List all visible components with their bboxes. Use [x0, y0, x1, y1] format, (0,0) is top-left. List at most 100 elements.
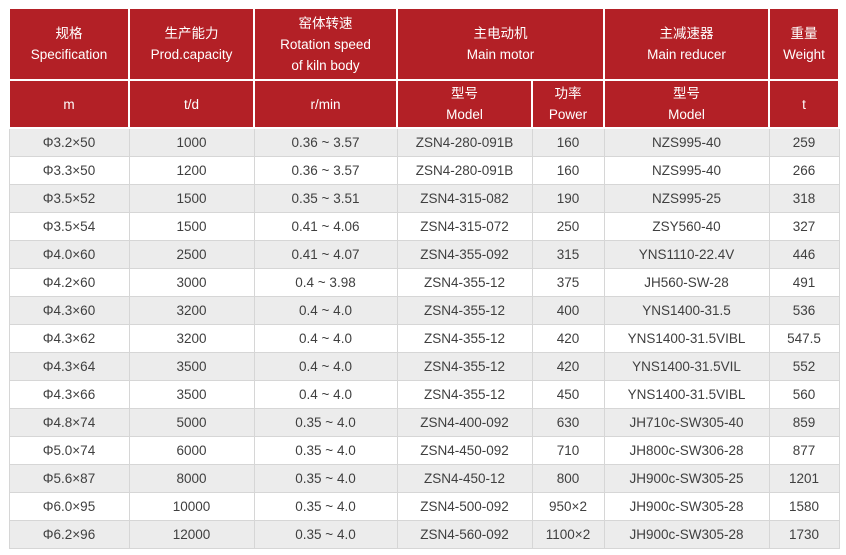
cell-reducer-model: JH900c-SW305-25	[603, 463, 770, 493]
cell-capacity: 3200	[128, 295, 255, 325]
header-weight: 重量 Weight	[768, 7, 840, 81]
cell-rotation-speed: 0.4 ~ 4.0	[253, 323, 398, 353]
cell-rotation-speed: 0.35 ~ 3.51	[253, 183, 398, 213]
cell-motor-model: ZSN4-355-12	[396, 267, 533, 297]
cell-specification: Φ4.8×74	[8, 407, 130, 437]
cell-rotation-speed: 0.4 ~ 4.0	[253, 379, 398, 409]
table-row: Φ6.2×96 12000 0.35 ~ 4.0 ZSN4-560-092 11…	[8, 519, 840, 549]
cell-reducer-model: JH710c-SW305-40	[603, 407, 770, 437]
cell-motor-power: 420	[531, 323, 605, 353]
cell-motor-power: 450	[531, 379, 605, 409]
cell-motor-power: 160	[531, 127, 605, 157]
cell-weight: 1580	[768, 491, 840, 521]
table-row: Φ6.0×95 10000 0.35 ~ 4.0 ZSN4-500-092 95…	[8, 491, 840, 521]
cell-motor-model: ZSN4-450-092	[396, 435, 533, 465]
table-row: Φ5.6×87 8000 0.35 ~ 4.0 ZSN4-450-12 800 …	[8, 463, 840, 493]
subheader-reducer-model: 型号 Model	[603, 79, 770, 129]
cell-motor-model: ZSN4-500-092	[396, 491, 533, 521]
cell-specification: Φ4.3×60	[8, 295, 130, 325]
table-row: Φ3.5×54 1500 0.41 ~ 4.06 ZSN4-315-072 25…	[8, 211, 840, 241]
cell-capacity: 2500	[128, 239, 255, 269]
kiln-specification-table: 规格 Specification 生产能力 Prod.capacity 窑体转速…	[8, 7, 840, 549]
cell-motor-model: ZSN4-355-12	[396, 295, 533, 325]
cell-motor-model: ZSN4-355-12	[396, 351, 533, 381]
cell-weight: 859	[768, 407, 840, 437]
header-rotation-speed: 窑体转速 Rotation speed of kiln body	[253, 7, 398, 81]
spec-table-container: 规格 Specification 生产能力 Prod.capacity 窑体转速…	[8, 7, 840, 549]
cell-capacity: 1500	[128, 183, 255, 213]
cell-specification: Φ4.2×60	[8, 267, 130, 297]
table-row: Φ3.2×50 1000 0.36 ~ 3.57 ZSN4-280-091B 1…	[8, 127, 840, 157]
cell-motor-power: 250	[531, 211, 605, 241]
cell-motor-model: ZSN4-355-12	[396, 323, 533, 353]
table-body: Φ3.2×50 1000 0.36 ~ 3.57 ZSN4-280-091B 1…	[8, 127, 840, 549]
subheader-motor-power: 功率 Power	[531, 79, 605, 129]
cell-specification: Φ5.0×74	[8, 435, 130, 465]
table-row: Φ5.0×74 6000 0.35 ~ 4.0 ZSN4-450-092 710…	[8, 435, 840, 465]
header-main-reducer: 主减速器 Main reducer	[603, 7, 770, 81]
cell-capacity: 10000	[128, 491, 255, 521]
cell-motor-model: ZSN4-400-092	[396, 407, 533, 437]
cell-rotation-speed: 0.35 ~ 4.0	[253, 519, 398, 549]
cell-capacity: 1000	[128, 127, 255, 157]
cell-reducer-model: NZS995-40	[603, 155, 770, 185]
subheader-motor-model-en: Model	[446, 107, 483, 122]
cell-rotation-speed: 0.4 ~ 4.0	[253, 295, 398, 325]
cell-specification: Φ3.3×50	[8, 155, 130, 185]
cell-capacity: 6000	[128, 435, 255, 465]
subheader-motor-power-en: Power	[548, 107, 588, 122]
cell-rotation-speed: 0.4 ~ 3.98	[253, 267, 398, 297]
cell-motor-model: ZSN4-315-072	[396, 211, 533, 241]
table-row: Φ4.0×60 2500 0.41 ~ 4.07 ZSN4-355-092 31…	[8, 239, 840, 269]
cell-specification: Φ3.5×52	[8, 183, 130, 213]
unit-rotation: r/min	[253, 79, 398, 129]
cell-weight: 1730	[768, 519, 840, 549]
table-header: 规格 Specification 生产能力 Prod.capacity 窑体转速…	[8, 7, 840, 129]
cell-reducer-model: NZS995-40	[603, 127, 770, 157]
header-specification: 规格 Specification	[8, 7, 130, 81]
cell-capacity: 3200	[128, 323, 255, 353]
cell-weight: 327	[768, 211, 840, 241]
table-row: Φ3.3×50 1200 0.36 ~ 3.57 ZSN4-280-091B 1…	[8, 155, 840, 185]
table-row: Φ4.3×60 3200 0.4 ~ 4.0 ZSN4-355-12 400 Y…	[8, 295, 840, 325]
cell-capacity: 3000	[128, 267, 255, 297]
cell-weight: 552	[768, 351, 840, 381]
header-reducer-en: Main reducer	[647, 47, 726, 62]
header-weight-en: Weight	[783, 47, 825, 62]
cell-specification: Φ4.3×62	[8, 323, 130, 353]
cell-motor-power: 1100×2	[531, 519, 605, 549]
cell-reducer-model: NZS995-25	[603, 183, 770, 213]
subheader-reducer-model-zh: 型号	[673, 86, 700, 101]
cell-reducer-model: YNS1400-31.5VIBL	[603, 323, 770, 353]
table-row: Φ4.3×62 3200 0.4 ~ 4.0 ZSN4-355-12 420 Y…	[8, 323, 840, 353]
cell-reducer-model: ZSY560-40	[603, 211, 770, 241]
header-weight-zh: 重量	[790, 26, 818, 41]
unit-capacity: t/d	[128, 79, 255, 129]
cell-weight: 259	[768, 127, 840, 157]
cell-motor-model: ZSN4-280-091B	[396, 155, 533, 185]
cell-rotation-speed: 0.36 ~ 3.57	[253, 155, 398, 185]
unit-weight: t	[768, 79, 840, 129]
cell-motor-model: ZSN4-450-12	[396, 463, 533, 493]
cell-motor-power: 315	[531, 239, 605, 269]
cell-specification: Φ4.3×64	[8, 351, 130, 381]
cell-rotation-speed: 0.35 ~ 4.0	[253, 463, 398, 493]
header-capacity: 生产能力 Prod.capacity	[128, 7, 255, 81]
cell-reducer-model: JH900c-SW305-28	[603, 519, 770, 549]
cell-capacity: 12000	[128, 519, 255, 549]
header-specification-zh: 规格	[55, 26, 83, 41]
cell-rotation-speed: 0.36 ~ 3.57	[253, 127, 398, 157]
cell-motor-power: 800	[531, 463, 605, 493]
cell-weight: 318	[768, 183, 840, 213]
table-row: Φ3.5×52 1500 0.35 ~ 3.51 ZSN4-315-082 19…	[8, 183, 840, 213]
header-rotation-zh: 窑体转速	[298, 15, 353, 31]
subheader-reducer-model-en: Model	[668, 107, 705, 122]
table-row: Φ4.2×60 3000 0.4 ~ 3.98 ZSN4-355-12 375 …	[8, 267, 840, 297]
cell-weight: 1201	[768, 463, 840, 493]
cell-rotation-speed: 0.41 ~ 4.07	[253, 239, 398, 269]
cell-motor-model: ZSN4-560-092	[396, 519, 533, 549]
cell-reducer-model: YNS1400-31.5VIL	[603, 351, 770, 381]
cell-motor-power: 190	[531, 183, 605, 213]
cell-weight: 547.5	[768, 323, 840, 353]
unit-specification: m	[8, 79, 130, 129]
